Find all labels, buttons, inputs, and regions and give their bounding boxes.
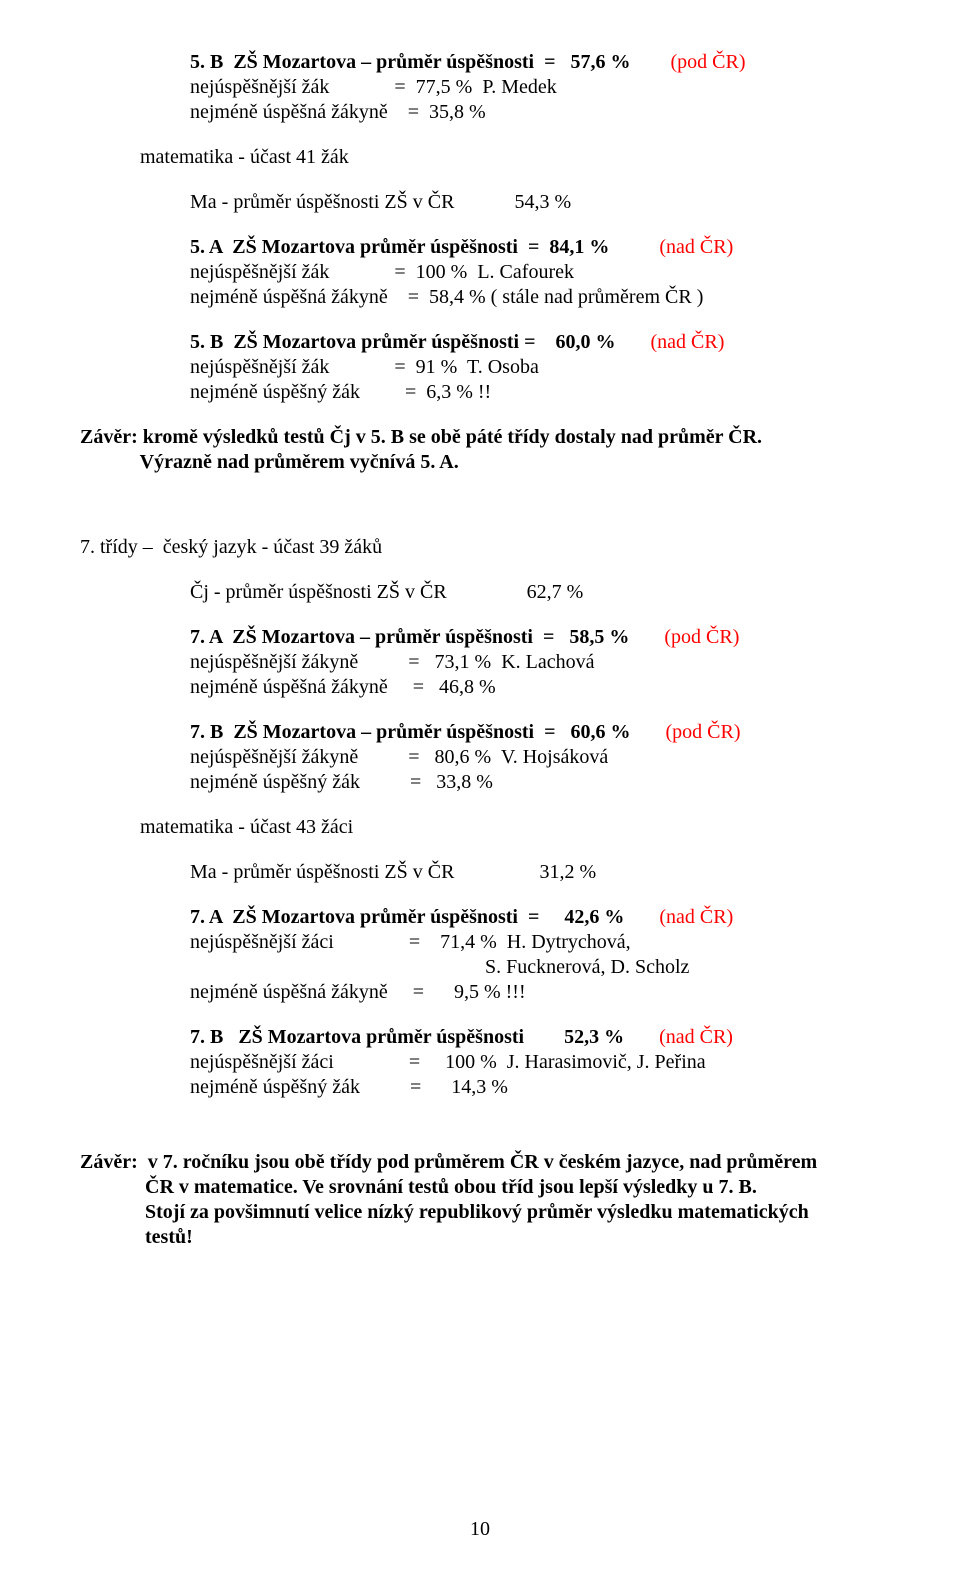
annotation: (nad ČR) [624,1026,733,1048]
label: Ma - průměr úspěšnosti ZŠ v ČR [190,861,454,883]
section-5b-ma: 5. B ZŠ Mozartova průměr úspěšnosti = 60… [190,330,850,405]
ma-cr-54: Ma - průměr úspěšnosti ZŠ v ČR 54,3 % [190,190,850,215]
worst-line: nejméně úspěšný žák = 6,3 % !! [190,380,850,405]
section-7a-ma: 7. A ZŠ Mozartova průměr úspěšnosti = 42… [190,905,850,1005]
best-line: nejúspěšnější žák = 91 % T. Osoba [190,355,850,380]
title-row: 7. B ZŠ Mozartova průměr úspěšnosti 52,3… [190,1025,850,1050]
best-line: nejúspěšnější žákyně = 73,1 % K. Lachová [190,650,850,675]
best-line-2: S. Fucknerová, D. Scholz [190,955,850,980]
line1: Závěr: kromě výsledků testů Čj v 5. B se… [80,425,850,450]
worst-line: nejméně úspěšná žákyně = 58,4 % ( stále … [190,285,850,310]
title: 5. A ZŠ Mozartova průměr úspěšnosti = 84… [190,236,609,258]
best-line: nejúspěšnější žákyně = 80,6 % V. Hojsáko… [190,745,850,770]
title: 7. A ZŠ Mozartova – průměr úspěšnosti = … [190,626,629,648]
text: 7. třídy – český jazyk - účast 39 žáků [80,535,850,560]
text: matematika - účast 41 žák [140,145,850,170]
worst-line: nejméně úspěšná žákyně = 35,8 % [190,100,850,125]
worst-line: nejméně úspěšný žák = 33,8 % [190,770,850,795]
mat-43-heading: matematika - účast 43 žáci [140,815,850,840]
label: Ma - průměr úspěšnosti ZŠ v ČR [190,191,454,213]
text: matematika - účast 43 žáci [140,815,850,840]
annotation: (nad ČR) [609,236,733,258]
zaver-5: Závěr: kromě výsledků testů Čj v 5. B se… [80,425,850,475]
worst-line: nejméně úspěšný žák = 14,3 % [190,1075,850,1100]
title-row: 5. B ZŠ Mozartova průměr úspěšnosti = 60… [190,330,850,355]
title: 7. A ZŠ Mozartova průměr úspěšnosti = 42… [190,906,624,928]
worst-line: nejméně úspěšná žákyně = 46,8 % [190,675,850,700]
ma-cr-31: Ma - průměr úspěšnosti ZŠ v ČR 31,2 % [190,860,850,885]
title-row: 5. A ZŠ Mozartova průměr úspěšnosti = 84… [190,235,850,260]
best-line: nejúspěšnější žák = 100 % L. Cafourek [190,260,850,285]
section-7a-cj: 7. A ZŠ Mozartova – průměr úspěšnosti = … [190,625,850,700]
value: 62,7 % [447,581,584,603]
title-row: 7. A ZŠ Mozartova – průměr úspěšnosti = … [190,625,850,650]
section-7b-cj: 7. B ZŠ Mozartova – průměr úspěšnosti = … [190,720,850,795]
zaver-7: Závěr: v 7. ročníku jsou obě třídy pod p… [80,1150,850,1250]
title-row: 7. A ZŠ Mozartova průměr úspěšnosti = 42… [190,905,850,930]
line2: Výrazně nad průměrem vyčnívá 5. A. [80,450,850,475]
line4: testů! [80,1225,850,1250]
annotation: (pod ČR) [630,721,740,743]
annotation: (pod ČR) [629,626,739,648]
mat-41-heading: matematika - účast 41 žák [140,145,850,170]
best-line: nejúspěšnější žáci = 100 % J. Harasimovi… [190,1050,850,1075]
title: 5. B ZŠ Mozartova – průměr úspěšnosti = … [190,51,630,73]
best-line: nejúspěšnější žáci = 71,4 % H. Dytrychov… [190,930,850,955]
annotation: (pod ČR) [630,51,745,73]
value: 54,3 % [454,191,571,213]
title-row: 5. B ZŠ Mozartova – průměr úspěšnosti = … [190,50,850,75]
document-page: 5. B ZŠ Mozartova – průměr úspěšnosti = … [0,0,960,1571]
best-line: nejúspěšnější žák = 77,5 % P. Medek [190,75,850,100]
row: Čj - průměr úspěšnosti ZŠ v ČR 62,7 % [190,580,850,605]
row: Ma - průměr úspěšnosti ZŠ v ČR 54,3 % [190,190,850,215]
section-5b-cj: 5. B ZŠ Mozartova – průměr úspěšnosti = … [190,50,850,125]
line1: Závěr: v 7. ročníku jsou obě třídy pod p… [80,1150,850,1175]
label: Čj - průměr úspěšnosti ZŠ v ČR [190,581,447,603]
cj-cr-62: Čj - průměr úspěšnosti ZŠ v ČR 62,7 % [190,580,850,605]
worst-line: nejméně úspěšná žákyně = 9,5 % !!! [190,980,850,1005]
title: 5. B ZŠ Mozartova průměr úspěšnosti = 60… [190,331,615,353]
title: 7. B ZŠ Mozartova průměr úspěšnosti 52,3… [190,1026,624,1048]
annotation: (nad ČR) [624,906,733,928]
title: 7. B ZŠ Mozartova – průměr úspěšnosti = … [190,721,630,743]
annotation: (nad ČR) [615,331,724,353]
title-row: 7. B ZŠ Mozartova – průměr úspěšnosti = … [190,720,850,745]
row: Ma - průměr úspěšnosti ZŠ v ČR 31,2 % [190,860,850,885]
line3: Stojí za povšimnutí velice nízký republi… [80,1200,850,1225]
tridy-7-heading: 7. třídy – český jazyk - účast 39 žáků [80,535,850,560]
page-number: 10 [0,1518,960,1541]
value: 31,2 % [454,861,596,883]
line2: ČR v matematice. Ve srovnání testů obou … [80,1175,850,1200]
section-5a-ma: 5. A ZŠ Mozartova průměr úspěšnosti = 84… [190,235,850,310]
section-7b-ma: 7. B ZŠ Mozartova průměr úspěšnosti 52,3… [190,1025,850,1100]
